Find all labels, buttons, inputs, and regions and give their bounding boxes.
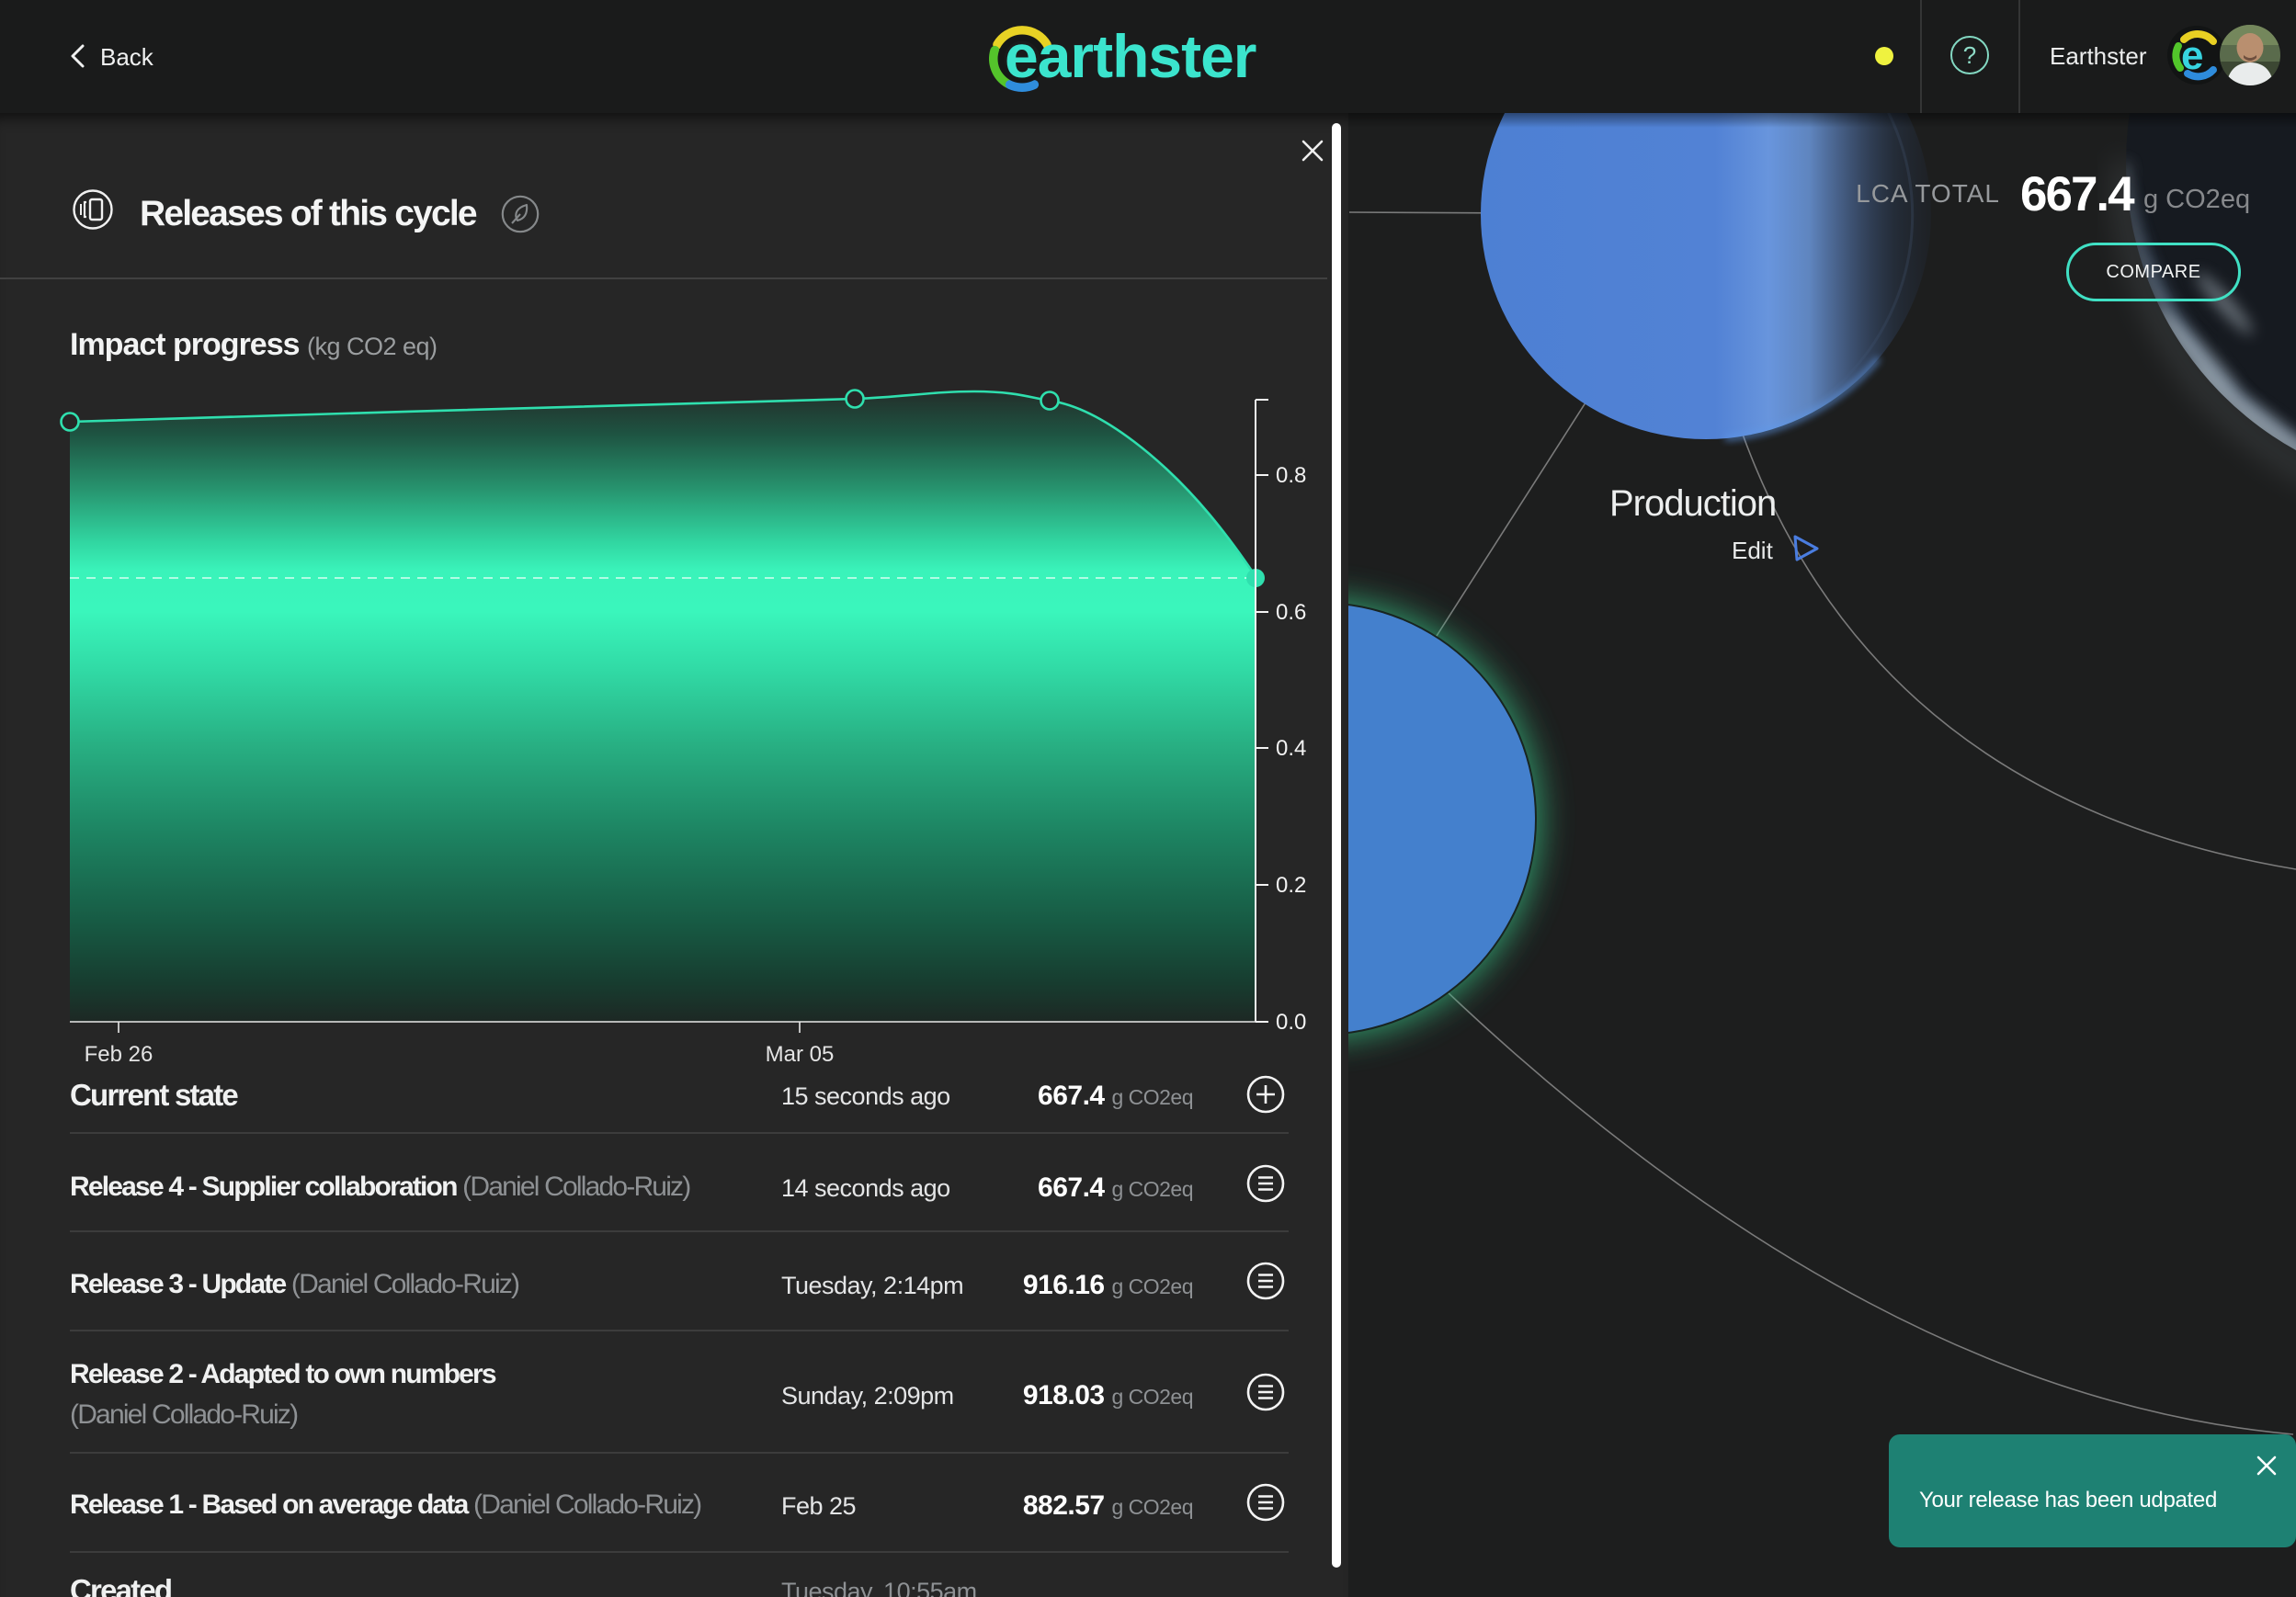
svg-text:0.4: 0.4	[1276, 736, 1306, 761]
svg-text:Feb 26: Feb 26	[85, 1042, 153, 1067]
svg-text:e: e	[2181, 33, 2203, 78]
svg-text:0.2: 0.2	[1276, 873, 1306, 898]
svg-text:0.0: 0.0	[1276, 1010, 1306, 1035]
svg-text:earthster: earthster	[1005, 22, 1256, 90]
svg-text:Mar 05: Mar 05	[766, 1042, 835, 1067]
svg-text:0.6: 0.6	[1276, 600, 1306, 625]
svg-text:0.8: 0.8	[1276, 463, 1306, 488]
